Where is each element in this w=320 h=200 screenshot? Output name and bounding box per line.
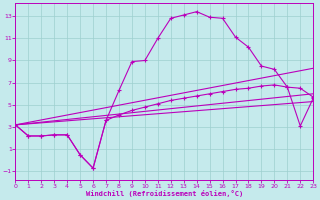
X-axis label: Windchill (Refroidissement éolien,°C): Windchill (Refroidissement éolien,°C)	[86, 190, 243, 197]
